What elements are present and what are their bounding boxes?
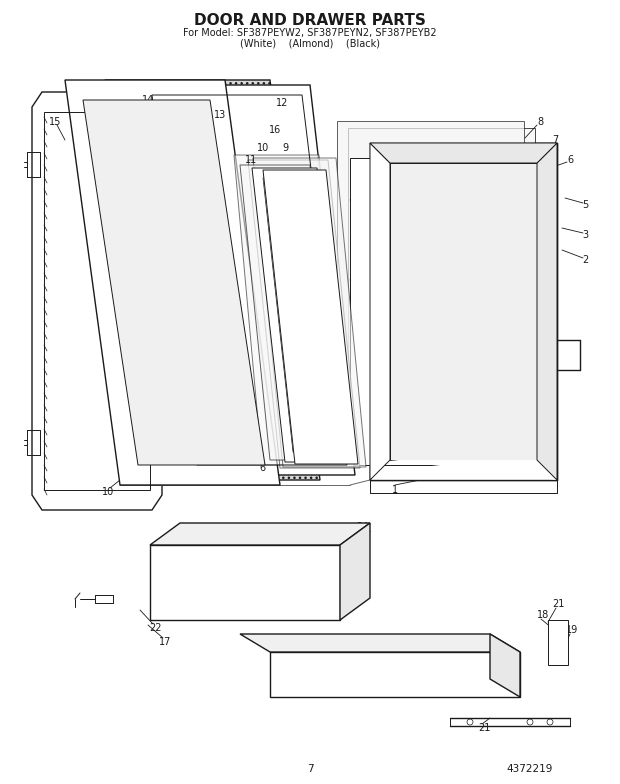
Polygon shape — [240, 165, 340, 460]
Polygon shape — [270, 652, 520, 697]
Polygon shape — [337, 121, 524, 458]
Polygon shape — [390, 460, 557, 480]
Text: 19: 19 — [566, 625, 578, 635]
Text: 3: 3 — [582, 230, 588, 240]
Polygon shape — [32, 92, 162, 510]
Text: 21: 21 — [478, 723, 490, 733]
Text: For Model: SF387PEYW2, SF387PEYN2, SF387PEYB2: For Model: SF387PEYW2, SF387PEYN2, SF387… — [183, 28, 437, 38]
Text: 4: 4 — [497, 385, 503, 395]
Text: 6: 6 — [567, 155, 573, 165]
Text: 2: 2 — [582, 255, 588, 265]
Text: 18: 18 — [537, 610, 549, 620]
Polygon shape — [150, 523, 370, 545]
Text: 11: 11 — [245, 155, 257, 165]
Polygon shape — [240, 634, 520, 652]
Text: DOOR AND DRAWER PARTS: DOOR AND DRAWER PARTS — [194, 13, 426, 27]
Text: 7: 7 — [307, 764, 313, 774]
Polygon shape — [105, 80, 320, 480]
Polygon shape — [263, 170, 358, 464]
Text: (White)    (Almond)    (Black): (White) (Almond) (Black) — [240, 38, 380, 48]
Polygon shape — [370, 143, 390, 480]
Polygon shape — [370, 143, 557, 163]
Text: 22: 22 — [149, 623, 161, 633]
Polygon shape — [548, 620, 568, 665]
Polygon shape — [253, 158, 366, 467]
Polygon shape — [370, 143, 557, 480]
Polygon shape — [150, 545, 340, 620]
Text: 1: 1 — [392, 485, 398, 495]
Text: 15: 15 — [49, 117, 61, 127]
Polygon shape — [65, 80, 280, 485]
Text: 14: 14 — [142, 95, 154, 105]
Text: 24: 24 — [356, 522, 368, 532]
Text: 16: 16 — [269, 125, 281, 135]
Text: 7: 7 — [552, 135, 558, 145]
Polygon shape — [140, 85, 355, 475]
Polygon shape — [350, 158, 505, 465]
Text: 23: 23 — [386, 638, 398, 648]
Text: 9: 9 — [282, 143, 288, 153]
Text: eReplacementParts.com: eReplacementParts.com — [234, 413, 386, 426]
Polygon shape — [234, 155, 347, 465]
Polygon shape — [83, 100, 265, 465]
Polygon shape — [537, 143, 557, 480]
Text: 6: 6 — [259, 463, 265, 473]
Text: 20: 20 — [344, 540, 356, 550]
Text: 4372219: 4372219 — [507, 764, 553, 774]
Polygon shape — [340, 523, 370, 620]
Polygon shape — [252, 168, 350, 462]
Polygon shape — [248, 160, 360, 468]
Text: 8: 8 — [537, 117, 543, 127]
Text: 13: 13 — [214, 110, 226, 120]
Polygon shape — [490, 634, 520, 697]
Text: 10: 10 — [102, 487, 114, 497]
Text: 17: 17 — [159, 637, 171, 647]
Text: 12: 12 — [276, 98, 288, 108]
Polygon shape — [348, 128, 535, 465]
Text: 10: 10 — [257, 143, 269, 153]
Polygon shape — [390, 163, 537, 460]
Text: 5: 5 — [582, 200, 588, 210]
Text: 21: 21 — [552, 599, 564, 609]
